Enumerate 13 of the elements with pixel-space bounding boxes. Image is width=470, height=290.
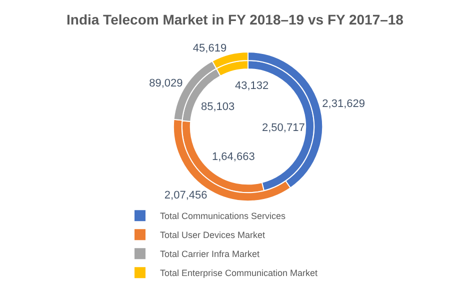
legend-label: Total Enterprise Communication Market bbox=[160, 268, 318, 278]
chart-title: India Telecom Market in FY 2018–19 vs FY 2017–18 bbox=[66, 11, 404, 28]
data-label: 89,029 bbox=[149, 78, 183, 90]
data-label: 85,103 bbox=[201, 101, 235, 113]
data-label: 45,619 bbox=[192, 42, 227, 55]
legend-label: Total Communications Services bbox=[160, 211, 286, 222]
data-label: 2,31,629 bbox=[322, 98, 365, 110]
legend-label: Total Carrier Infra Market bbox=[160, 249, 260, 260]
data-label: 1,64,663 bbox=[212, 151, 255, 163]
data-label: 43,132 bbox=[235, 80, 269, 92]
legend-label: Total User Devices Market bbox=[160, 230, 266, 240]
data-label: 2,50,717 bbox=[262, 122, 305, 134]
data-label: 2,07,456 bbox=[164, 189, 208, 202]
